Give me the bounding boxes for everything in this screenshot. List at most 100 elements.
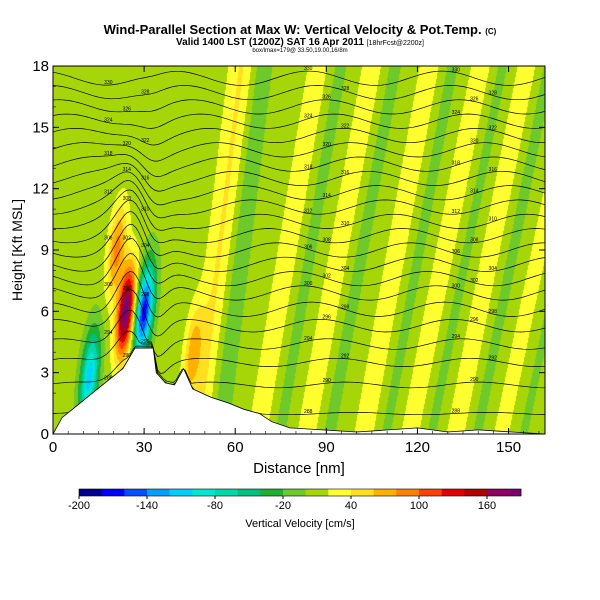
theta-contour xyxy=(53,271,545,318)
theta-contour xyxy=(53,330,545,374)
theta-contour-label: 328 xyxy=(341,86,350,92)
theta-contour xyxy=(53,142,545,162)
theta-contour-label: 298 xyxy=(489,309,498,315)
x-tick-label: 30 xyxy=(136,439,153,456)
theta-contour-label: 322 xyxy=(489,125,498,131)
y-tick-label: 9 xyxy=(41,242,49,259)
theta-contour-label: 304 xyxy=(141,243,150,249)
colorbar-bin xyxy=(283,489,306,496)
x-axis-label: Distance [nm] xyxy=(253,460,345,477)
colorbar-bin xyxy=(101,489,125,496)
colorbar-bin xyxy=(509,489,522,496)
theta-contour xyxy=(53,253,545,301)
theta-contour-label: 326 xyxy=(123,107,132,113)
theta-contour-label: 296 xyxy=(470,317,479,323)
chart-subtitle: Valid 1400 LST (1200Z) SAT 16 Apr 2011 [… xyxy=(176,37,424,48)
colorbar-bin xyxy=(328,489,352,496)
theta-contour xyxy=(53,309,545,357)
theta-contour-label: 320 xyxy=(123,141,132,147)
theta-contour-label: 314 xyxy=(123,167,132,173)
colorbar-tick-label: 40 xyxy=(345,500,357,512)
x-tick-label: 60 xyxy=(227,439,244,456)
x-tick-label: 90 xyxy=(318,439,335,456)
theta-contour xyxy=(53,199,545,244)
potential-temperature-contours: 288 288 288 290 290 290 292 292 292 294 294 294 296 2… xyxy=(53,66,545,415)
theta-contour-label: 288 xyxy=(304,409,313,415)
colorbar-bin xyxy=(192,489,216,496)
theta-contour-label: 298 xyxy=(341,305,350,311)
theta-contour-label: 306 xyxy=(304,244,313,250)
colorbar-frame xyxy=(78,488,522,497)
theta-contour-label: 302 xyxy=(123,235,132,241)
theta-contour-label: 322 xyxy=(141,138,150,144)
colorbar-bin xyxy=(147,489,170,496)
theta-contour-label: 300 xyxy=(452,284,461,290)
theta-contour xyxy=(53,128,545,146)
y-tick-label: 15 xyxy=(32,119,49,136)
theta-contour-label: 322 xyxy=(341,123,350,129)
theta-contour-label: 288 xyxy=(104,375,113,381)
theta-contour-label: 308 xyxy=(470,238,479,244)
theta-contour-label: 326 xyxy=(323,95,332,101)
y-tick-label: 12 xyxy=(32,181,49,198)
theta-contour-label: 326 xyxy=(470,96,479,102)
theta-contour-label: 292 xyxy=(141,339,150,345)
x-axis: 0 30 60 90 120 150 xyxy=(49,66,540,456)
theta-contour-label: 290 xyxy=(470,377,479,383)
theta-contour-label: 316 xyxy=(141,175,150,181)
theta-contour-label: 312 xyxy=(452,209,461,215)
colorbar-tick-label: -200 xyxy=(68,500,90,512)
theta-contour xyxy=(53,70,545,86)
theta-contour-label: 304 xyxy=(489,266,498,272)
theta-contour-label: 290 xyxy=(323,378,332,384)
theta-contour-label: 308 xyxy=(123,196,132,202)
chart-info: box/lmax=179@ 33.50,19.00,16/8m xyxy=(252,48,348,54)
theta-contour-label: 290 xyxy=(123,353,132,359)
colorbar-tick-label: 100 xyxy=(410,500,428,512)
y-axis-label: Height [Kft MSL] xyxy=(9,199,25,301)
theta-contour-label: 304 xyxy=(341,266,350,272)
theta-contour-label: 308 xyxy=(323,237,332,243)
colorbar-bin xyxy=(373,489,397,496)
theta-contour xyxy=(53,345,545,389)
theta-contour-label: 312 xyxy=(104,189,113,195)
terrain xyxy=(52,347,546,435)
colorbar-tick-label: 160 xyxy=(478,500,496,512)
theta-contour-label: 302 xyxy=(470,278,479,284)
theta-contour-label: 312 xyxy=(304,208,313,214)
theta-contour-label: 316 xyxy=(489,167,498,173)
theta-contour-label: 296 xyxy=(123,286,132,292)
theta-contour-label: 310 xyxy=(341,221,350,227)
theta-contour xyxy=(53,99,545,115)
x-tick-label: 120 xyxy=(405,439,430,456)
colorbar-tick-label: -80 xyxy=(207,500,223,512)
theta-contour-label: 298 xyxy=(141,292,150,298)
theta-contour-label: 320 xyxy=(323,142,332,148)
theta-contour-label: 306 xyxy=(104,235,113,241)
theta-contour-label: 292 xyxy=(489,355,498,361)
theta-contour-label: 318 xyxy=(104,151,113,157)
theta-contour-label: 330 xyxy=(104,80,113,86)
y-tick-label: 6 xyxy=(41,303,49,320)
theta-contour-label: 292 xyxy=(341,354,350,360)
colorbar-bin xyxy=(441,489,465,496)
colorbar-bin xyxy=(215,489,238,496)
y-tick-label: 0 xyxy=(41,426,49,443)
theta-contour xyxy=(53,154,545,177)
theta-contour-label: 324 xyxy=(452,110,461,116)
theta-contour xyxy=(53,162,545,192)
theta-contour-label: 320 xyxy=(470,139,479,145)
colorbar-bin xyxy=(464,489,488,496)
theta-contour xyxy=(53,180,545,219)
theta-contour-label: 318 xyxy=(452,160,461,166)
theta-contour-label: 328 xyxy=(489,90,498,96)
theta-contour-label: 294 xyxy=(104,330,113,336)
colorbar-bin xyxy=(124,489,148,496)
x-tick-label: 0 xyxy=(49,439,57,456)
theta-contour-label: 296 xyxy=(323,315,332,321)
theta-contour-label: 328 xyxy=(141,90,150,96)
theta-contour-label: 288 xyxy=(452,408,461,414)
theta-contour-label: 300 xyxy=(304,281,313,287)
theta-contour-label: 316 xyxy=(341,170,350,176)
